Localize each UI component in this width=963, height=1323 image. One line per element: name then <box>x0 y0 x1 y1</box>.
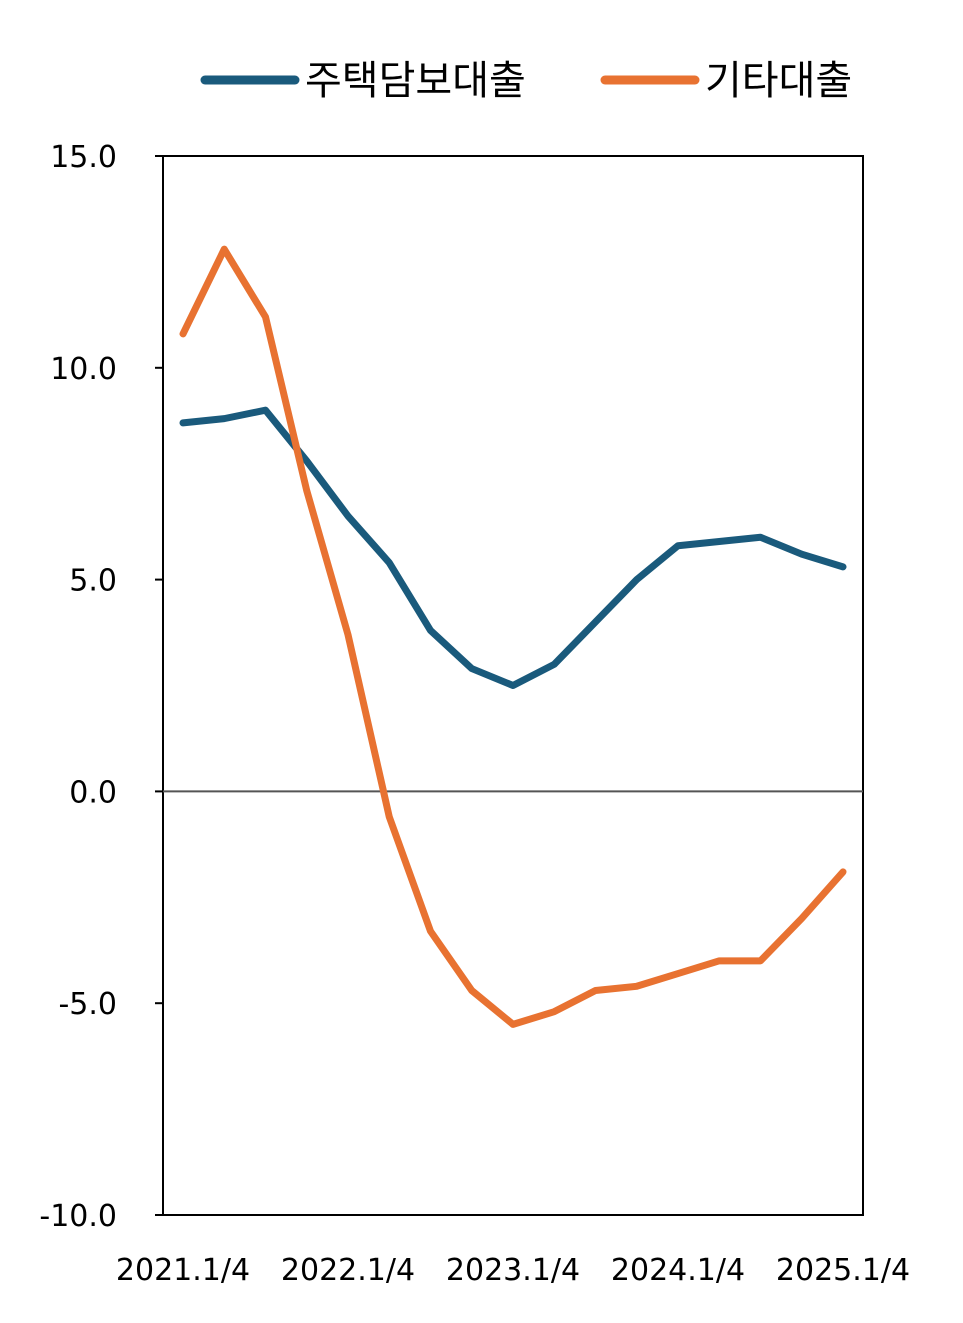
x-tick-label: 2021.1/4 <box>116 1253 250 1288</box>
y-tick-label: -10.0 <box>39 1199 117 1234</box>
y-tick-label: 10.0 <box>50 352 117 387</box>
y-tick-label: 5.0 <box>69 564 117 599</box>
y-tick-label: -5.0 <box>58 987 117 1022</box>
plot-frame <box>162 155 864 1216</box>
x-tick-label: 2024.1/4 <box>611 1253 745 1288</box>
series-line-1 <box>179 406 847 689</box>
y-tick-label: 15.0 <box>50 140 117 175</box>
x-tick-label: 2025.1/4 <box>776 1253 910 1288</box>
legend-label-2: 기타대출 <box>705 58 852 104</box>
x-tick-label: 2022.1/4 <box>281 1253 415 1288</box>
x-axis: 2021.1/4 2022.1/4 2023.1/4 2024.1/4 2025.1/4 <box>116 1253 910 1288</box>
legend: 주택담보대출 기타대출 <box>200 58 852 104</box>
series-layer <box>179 245 847 1028</box>
y-axis: 15.0 10.0 5.0 0.0 -5.0 -10.0 <box>39 140 163 1234</box>
x-tick-label: 2023.1/4 <box>446 1253 580 1288</box>
legend-label-1: 주택담보대출 <box>305 58 526 104</box>
y-tick-label: 0.0 <box>69 775 117 810</box>
series-line-2 <box>179 245 847 1028</box>
